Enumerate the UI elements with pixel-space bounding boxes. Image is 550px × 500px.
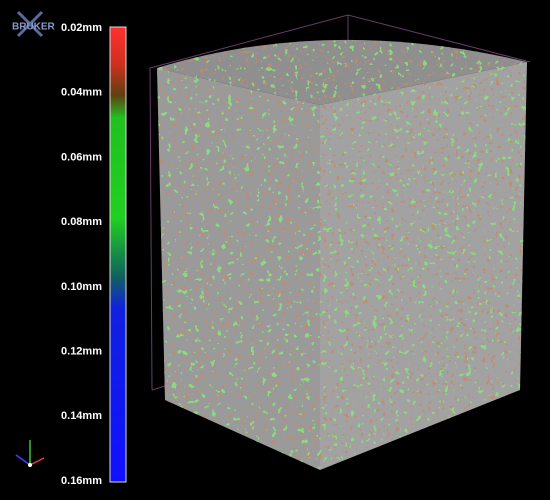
scale-label: 0.14mm [61, 410, 102, 422]
left-speckle-red [157, 68, 320, 470]
scale-label: 0.02mm [61, 22, 102, 34]
logo-text: BRUKER [12, 22, 56, 33]
scale-label: 0.06mm [61, 151, 102, 163]
top-speckle-red [157, 39, 527, 105]
scale-label: 0.08mm [61, 216, 102, 228]
scale-label: 0.16mm [61, 475, 102, 487]
volume [157, 39, 527, 470]
scale-label: 0.04mm [61, 87, 102, 99]
axis-gizmo [15, 440, 45, 467]
scale-label: 0.10mm [61, 281, 102, 293]
right-speckle-red [320, 62, 527, 470]
scale-labels: 0.02mm 0.04mm 0.06mm 0.08mm 0.10mm 0.12mm 0.14… [61, 22, 102, 487]
logo: BRUKER [12, 10, 56, 38]
scale-label: 0.12mm [61, 345, 102, 357]
color-bar [109, 26, 127, 483]
